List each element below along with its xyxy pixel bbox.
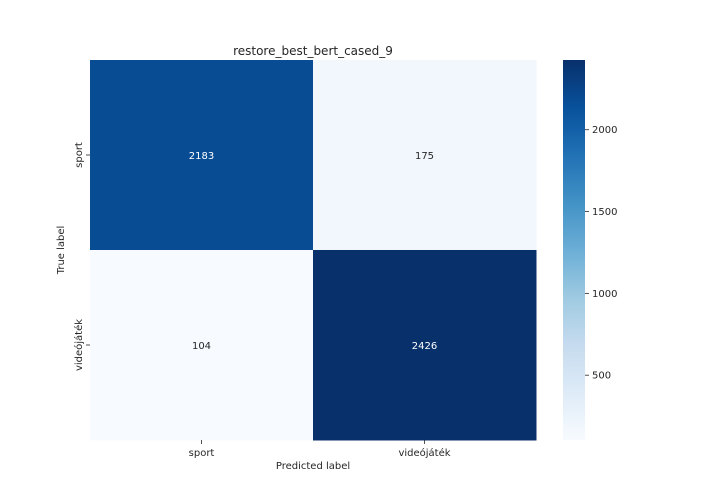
- cell-value-label: 2426: [412, 341, 437, 352]
- colorbar-tick-label: 500: [592, 371, 611, 382]
- colorbar: [563, 60, 585, 440]
- colorbar-tick-label: 1000: [592, 289, 617, 300]
- y-axis-label: True label: [56, 226, 67, 276]
- y-tick-label: sport: [74, 142, 85, 168]
- heatmap-cell: [313, 60, 537, 251]
- heatmap-cell-labels: 2183 175 104 2426: [189, 151, 437, 352]
- heatmap-cells: [90, 60, 537, 441]
- chart-title: restore_best_bert_cased_9: [233, 44, 393, 58]
- x-tick-label: sport: [189, 448, 215, 459]
- colorbar-tick-label: 2000: [592, 125, 617, 136]
- x-axis-ticks: sport videójáték: [189, 440, 451, 459]
- heatmap-cell: [90, 250, 314, 441]
- heatmap-cell: [90, 60, 314, 251]
- cell-value-label: 104: [192, 341, 211, 352]
- colorbar-tick-label: 1500: [592, 207, 617, 218]
- cell-value-label: 175: [415, 151, 434, 162]
- y-axis-ticks: sport videójáték: [73, 142, 90, 371]
- cell-value-label: 2183: [189, 151, 214, 162]
- colorbar-ticks: 500 1000 1500 2000: [585, 125, 617, 382]
- x-axis-label: Predicted label: [276, 461, 350, 472]
- x-tick-label: videójáték: [398, 447, 450, 459]
- heatmap-cell: [313, 250, 537, 441]
- y-tick-label: videójáték: [73, 319, 85, 371]
